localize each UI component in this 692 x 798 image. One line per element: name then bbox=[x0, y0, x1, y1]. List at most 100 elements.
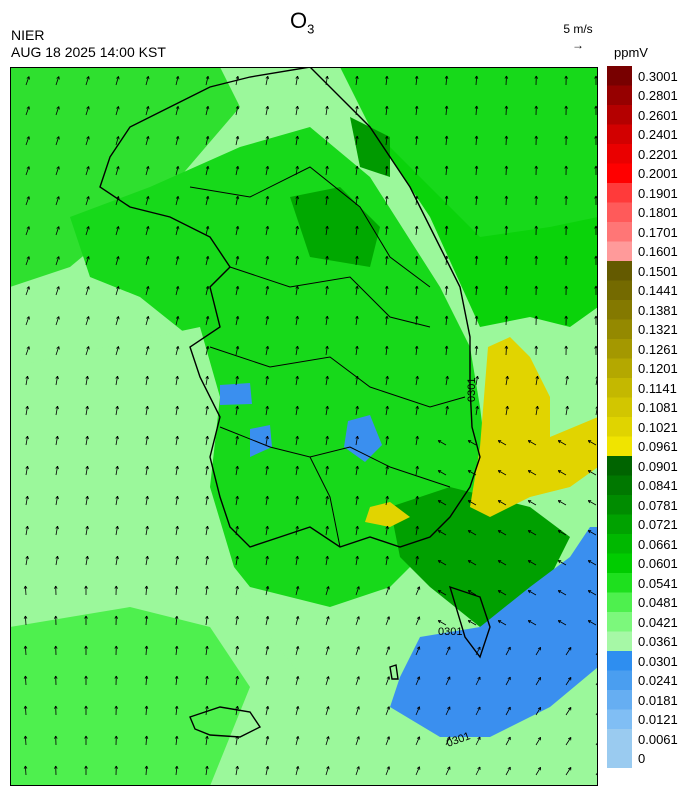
wind-arrow-head bbox=[385, 405, 388, 409]
legend-swatch bbox=[607, 202, 632, 223]
wind-arrow bbox=[55, 316, 60, 326]
wind-arrow-head bbox=[537, 736, 541, 740]
wind-arrow-head bbox=[447, 405, 449, 410]
wind-arrow-head bbox=[146, 106, 149, 109]
wind-arrow-head bbox=[116, 226, 119, 229]
wind-arrow-head bbox=[477, 405, 479, 410]
legend-swatch bbox=[607, 553, 632, 574]
wind-arrow bbox=[175, 706, 178, 716]
legend-swatch bbox=[607, 241, 632, 262]
wind-arrow-head bbox=[297, 736, 300, 740]
wind-arrow-head bbox=[265, 705, 269, 709]
wind-arrow-head bbox=[557, 470, 561, 474]
wind-arrow-head bbox=[265, 735, 269, 739]
wind-arrow-head bbox=[205, 195, 209, 199]
wind-arrow-head bbox=[385, 195, 388, 199]
wind-arrow-head bbox=[475, 405, 478, 409]
wind-arrow bbox=[235, 556, 238, 566]
wind-arrow-head bbox=[174, 585, 178, 589]
wind-arrow bbox=[468, 560, 477, 566]
wind-arrow-head bbox=[557, 500, 561, 504]
wind-arrow-head bbox=[446, 285, 449, 289]
yellow-east bbox=[470, 337, 598, 517]
wind-arrow bbox=[175, 526, 178, 536]
wind-arrow-head bbox=[467, 620, 471, 624]
wind-arrow-head bbox=[58, 76, 60, 80]
wind-arrow-head bbox=[177, 405, 179, 410]
wind-arrow-head bbox=[146, 166, 149, 169]
wind-arrow-head bbox=[267, 346, 270, 350]
wind-arrow-head bbox=[207, 555, 209, 560]
wind-arrow-head bbox=[55, 615, 58, 619]
wind-arrow-head bbox=[467, 470, 471, 474]
wind-arrow bbox=[175, 496, 178, 506]
wind-arrow-head bbox=[175, 226, 179, 229]
wind-arrow-head bbox=[295, 766, 299, 769]
wind-arrow-head bbox=[118, 166, 120, 170]
wind-arrow-head bbox=[114, 615, 117, 619]
wind-arrow bbox=[325, 256, 328, 266]
wind-arrow-head bbox=[356, 345, 359, 350]
wind-arrow-head bbox=[146, 196, 149, 199]
wind-arrow-head bbox=[114, 645, 117, 649]
wind-arrow bbox=[535, 707, 541, 716]
wind-arrow bbox=[415, 466, 418, 476]
wind-arrow-head bbox=[26, 196, 30, 199]
wind-arrow-head bbox=[327, 375, 329, 380]
wind-arrow-head bbox=[497, 440, 501, 444]
wind-arrow bbox=[445, 75, 448, 86]
wind-arrow bbox=[415, 436, 418, 446]
wind-arrow-head bbox=[85, 405, 88, 409]
wind-arrow bbox=[145, 735, 148, 746]
wind-arrow-head bbox=[534, 195, 537, 199]
wind-arrow-head bbox=[116, 256, 119, 259]
wind-arrow-head bbox=[537, 706, 541, 710]
wind-arrow-head bbox=[387, 495, 389, 500]
wind-arrow bbox=[385, 496, 388, 506]
wind-arrow-head bbox=[86, 286, 89, 289]
wind-arrow-head bbox=[386, 165, 389, 170]
wind-arrow-head bbox=[415, 555, 418, 559]
wind-arrow-head bbox=[265, 765, 269, 769]
wind-arrow-head bbox=[117, 405, 119, 410]
wind-arrow bbox=[295, 286, 298, 296]
wind-arrow-head bbox=[356, 706, 360, 709]
wind-arrow bbox=[175, 406, 178, 416]
wind-arrow bbox=[528, 620, 537, 626]
wind-arrow-head bbox=[587, 560, 591, 564]
wind-arrow-head bbox=[537, 405, 539, 410]
wind-arrow-head bbox=[206, 705, 209, 710]
wind-arrow bbox=[295, 676, 299, 686]
wind-arrow-head bbox=[356, 586, 360, 589]
wind-arrow-head bbox=[358, 616, 360, 620]
wind-arrow-head bbox=[327, 465, 329, 470]
wind-arrow-head bbox=[84, 615, 87, 619]
wind-arrow bbox=[265, 196, 269, 206]
wind-arrow bbox=[205, 106, 209, 116]
wind-arrow bbox=[325, 766, 329, 776]
color-legend bbox=[607, 66, 632, 768]
wind-arrow-head bbox=[358, 586, 360, 590]
legend-tick-label: 0.0901 bbox=[638, 458, 678, 474]
wind-arrow-head bbox=[356, 165, 359, 170]
wind-arrow-head bbox=[267, 196, 270, 200]
wind-arrow-head bbox=[25, 675, 28, 679]
wind-arrow-head bbox=[295, 495, 298, 499]
wind-arrow bbox=[325, 136, 328, 146]
wind-arrow bbox=[325, 196, 328, 206]
wind-arrow bbox=[205, 166, 209, 176]
wind-arrow bbox=[325, 646, 329, 656]
wind-arrow bbox=[145, 585, 148, 596]
wind-arrow bbox=[588, 620, 597, 626]
wind-arrow-head bbox=[385, 465, 388, 469]
wind-arrow-head bbox=[55, 435, 58, 439]
wind-arrow-head bbox=[237, 106, 240, 110]
wind-arrow-head bbox=[355, 465, 358, 469]
wind-arrow-head bbox=[265, 615, 269, 619]
wind-arrow-head bbox=[446, 75, 449, 79]
wind-arrow-head bbox=[205, 375, 208, 379]
wind-arrow-head bbox=[177, 226, 180, 230]
wind-arrow-head bbox=[55, 525, 58, 529]
wind-arrow-head bbox=[474, 165, 478, 169]
wind-arrow-head bbox=[207, 435, 209, 440]
